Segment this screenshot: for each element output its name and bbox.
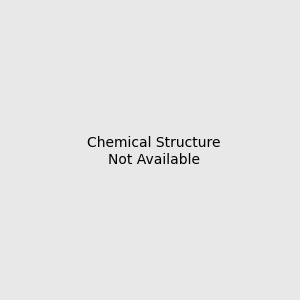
Text: Chemical Structure
Not Available: Chemical Structure Not Available	[87, 136, 220, 166]
